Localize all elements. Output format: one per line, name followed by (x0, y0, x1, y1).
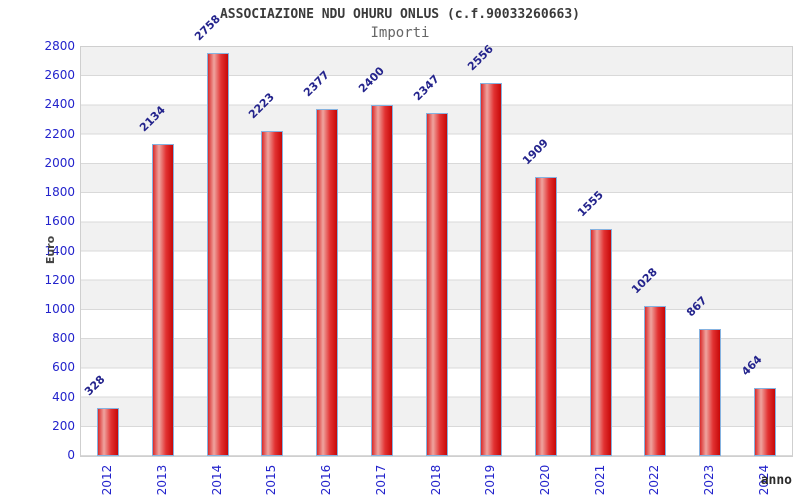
bar-2014 (206, 53, 229, 456)
y-tick-label: 2000 (44, 155, 75, 170)
x-tick-label: 2014 (209, 464, 224, 496)
y-tick-label: 800 (52, 331, 75, 346)
y-tick-label: 0 (67, 448, 75, 462)
x-tick-label: 2015 (264, 464, 279, 496)
bar-2019 (480, 82, 503, 456)
x-tick-label: 2017 (373, 464, 388, 496)
bar-2016 (316, 108, 339, 456)
x-tick-label: 2013 (155, 464, 170, 496)
x-tick-label: 2016 (319, 464, 334, 496)
chart-subtitle: Importi (370, 25, 430, 41)
x-tick-label: 2012 (100, 464, 115, 496)
y-tick-label: 2200 (44, 126, 75, 141)
x-axis-title: anno (760, 473, 792, 488)
y-tick-label: 1200 (44, 272, 75, 287)
bar-2020 (534, 177, 557, 456)
chart-title: ASSOCIAZIONE NDU OHURU ONLUS (c.f.900332… (219, 7, 581, 22)
bar-2013 (152, 144, 175, 456)
bar-2015 (261, 131, 284, 456)
bar-2024 (753, 388, 776, 456)
y-tick-label: 2400 (44, 97, 75, 112)
x-tick-label: 2022 (647, 464, 662, 496)
y-axis-title: Euro (44, 235, 57, 265)
y-tick-label: 400 (52, 389, 75, 404)
y-tick-label: 1000 (44, 301, 75, 316)
bar-2018 (425, 113, 448, 456)
bar-2012 (97, 408, 120, 456)
bar-2023 (698, 329, 721, 456)
bar-2021 (589, 228, 612, 456)
bar-2022 (644, 305, 667, 456)
y-tick-label: 600 (52, 360, 75, 375)
bar-2017 (370, 105, 393, 456)
y-tick-label: 200 (52, 418, 75, 433)
y-tick-label: 2600 (44, 68, 75, 83)
x-tick-label: 2023 (701, 464, 716, 496)
x-tick-label: 2019 (483, 464, 498, 496)
x-tick-label: 2020 (537, 464, 552, 496)
x-tick-label: 2018 (428, 464, 443, 496)
y-tick-label: 2800 (44, 39, 75, 53)
y-tick-label: 1400 (44, 243, 75, 258)
x-tick-label: 2021 (592, 464, 607, 496)
y-tick-label: 1800 (44, 185, 75, 200)
y-tick-label: 1600 (44, 214, 75, 229)
plot-area (80, 46, 793, 457)
